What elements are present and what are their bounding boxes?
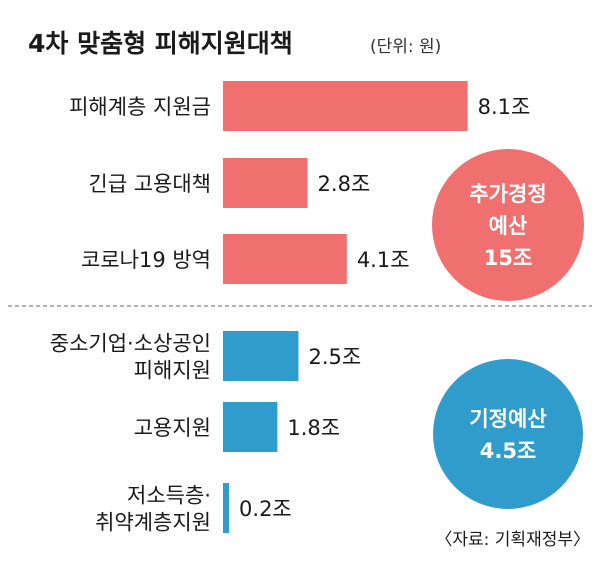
group-badge-label: 예산	[489, 214, 528, 238]
group-badge-label: 추가경정	[469, 182, 546, 206]
value-label: 2.8조	[318, 172, 371, 196]
chart-title: 4차 맞춤형 피해지원대책	[28, 29, 293, 58]
category-label: 코로나19 방역	[81, 248, 211, 272]
category-label: 중소기업·소상공인	[50, 332, 211, 356]
unit-label: (단위: 원)	[370, 37, 441, 57]
category-label: 고용지원	[134, 416, 211, 440]
category-label: 취약계층지원	[95, 511, 211, 535]
value-label: 2.5조	[309, 345, 362, 369]
source-note: 〈자료: 기획재정부〉	[435, 530, 590, 550]
value-label: 8.1조	[478, 95, 531, 119]
bar	[223, 402, 278, 452]
bar	[223, 234, 347, 284]
category-label: 긴급 고용대책	[88, 172, 211, 196]
group-badge	[432, 149, 584, 301]
bar	[223, 331, 299, 381]
bar	[223, 158, 308, 208]
category-label: 저소득층·	[127, 484, 211, 508]
value-label: 1.8조	[287, 416, 340, 440]
category-label: 피해지원	[134, 359, 211, 383]
value-label: 4.1조	[357, 248, 410, 272]
group-badge	[433, 359, 583, 509]
group-badge-label: 기정예산	[469, 407, 546, 431]
bar	[223, 483, 230, 533]
group-badge-label: 15조	[484, 246, 533, 270]
category-label: 피해계층 지원금	[69, 95, 211, 119]
group-badge-label: 4.5조	[480, 439, 537, 463]
value-label: 0.2조	[239, 497, 292, 521]
bar	[223, 81, 468, 131]
